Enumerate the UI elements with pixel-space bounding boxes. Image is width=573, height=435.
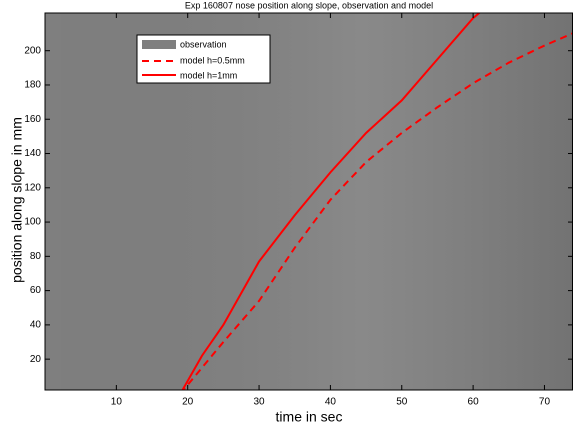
x-tick-label: 50	[396, 397, 408, 408]
observation-shading	[45, 13, 573, 390]
x-tick-label: 10	[111, 397, 123, 408]
y-tick-label: 20	[30, 354, 42, 365]
chart-title: Exp 160807 nose position along slope, ob…	[185, 0, 433, 10]
y-tick-label: 140	[24, 148, 41, 159]
y-tick-label: 100	[24, 217, 41, 228]
plot-area	[44, 12, 573, 391]
legend-label: model h=1mm	[180, 70, 237, 80]
x-axis-label: time in sec	[276, 409, 343, 425]
y-tick-label: 40	[30, 320, 42, 331]
legend-swatch	[142, 40, 176, 49]
y-tick-label: 60	[30, 285, 42, 296]
y-tick-label: 80	[30, 251, 42, 262]
y-tick-label: 200	[24, 45, 41, 56]
x-tick-label: 40	[325, 397, 337, 408]
y-tick-label: 180	[24, 80, 41, 91]
y-axis-label: position along slope in mm	[9, 117, 25, 283]
legend: observation model h=0.5mm model h=1mm	[136, 34, 271, 84]
legend-label: observation	[180, 39, 227, 49]
y-tick-label: 120	[24, 182, 41, 193]
model-line	[181, 13, 481, 390]
x-tick-label: 60	[468, 397, 480, 408]
x-tick-label: 20	[182, 397, 194, 408]
x-tick-label: 30	[253, 397, 265, 408]
model-line	[182, 32, 573, 390]
lines	[181, 13, 573, 390]
legend-label: model h=0.5mm	[180, 55, 245, 65]
y-tick-label: 160	[24, 114, 41, 125]
x-tick-label: 70	[539, 397, 551, 408]
